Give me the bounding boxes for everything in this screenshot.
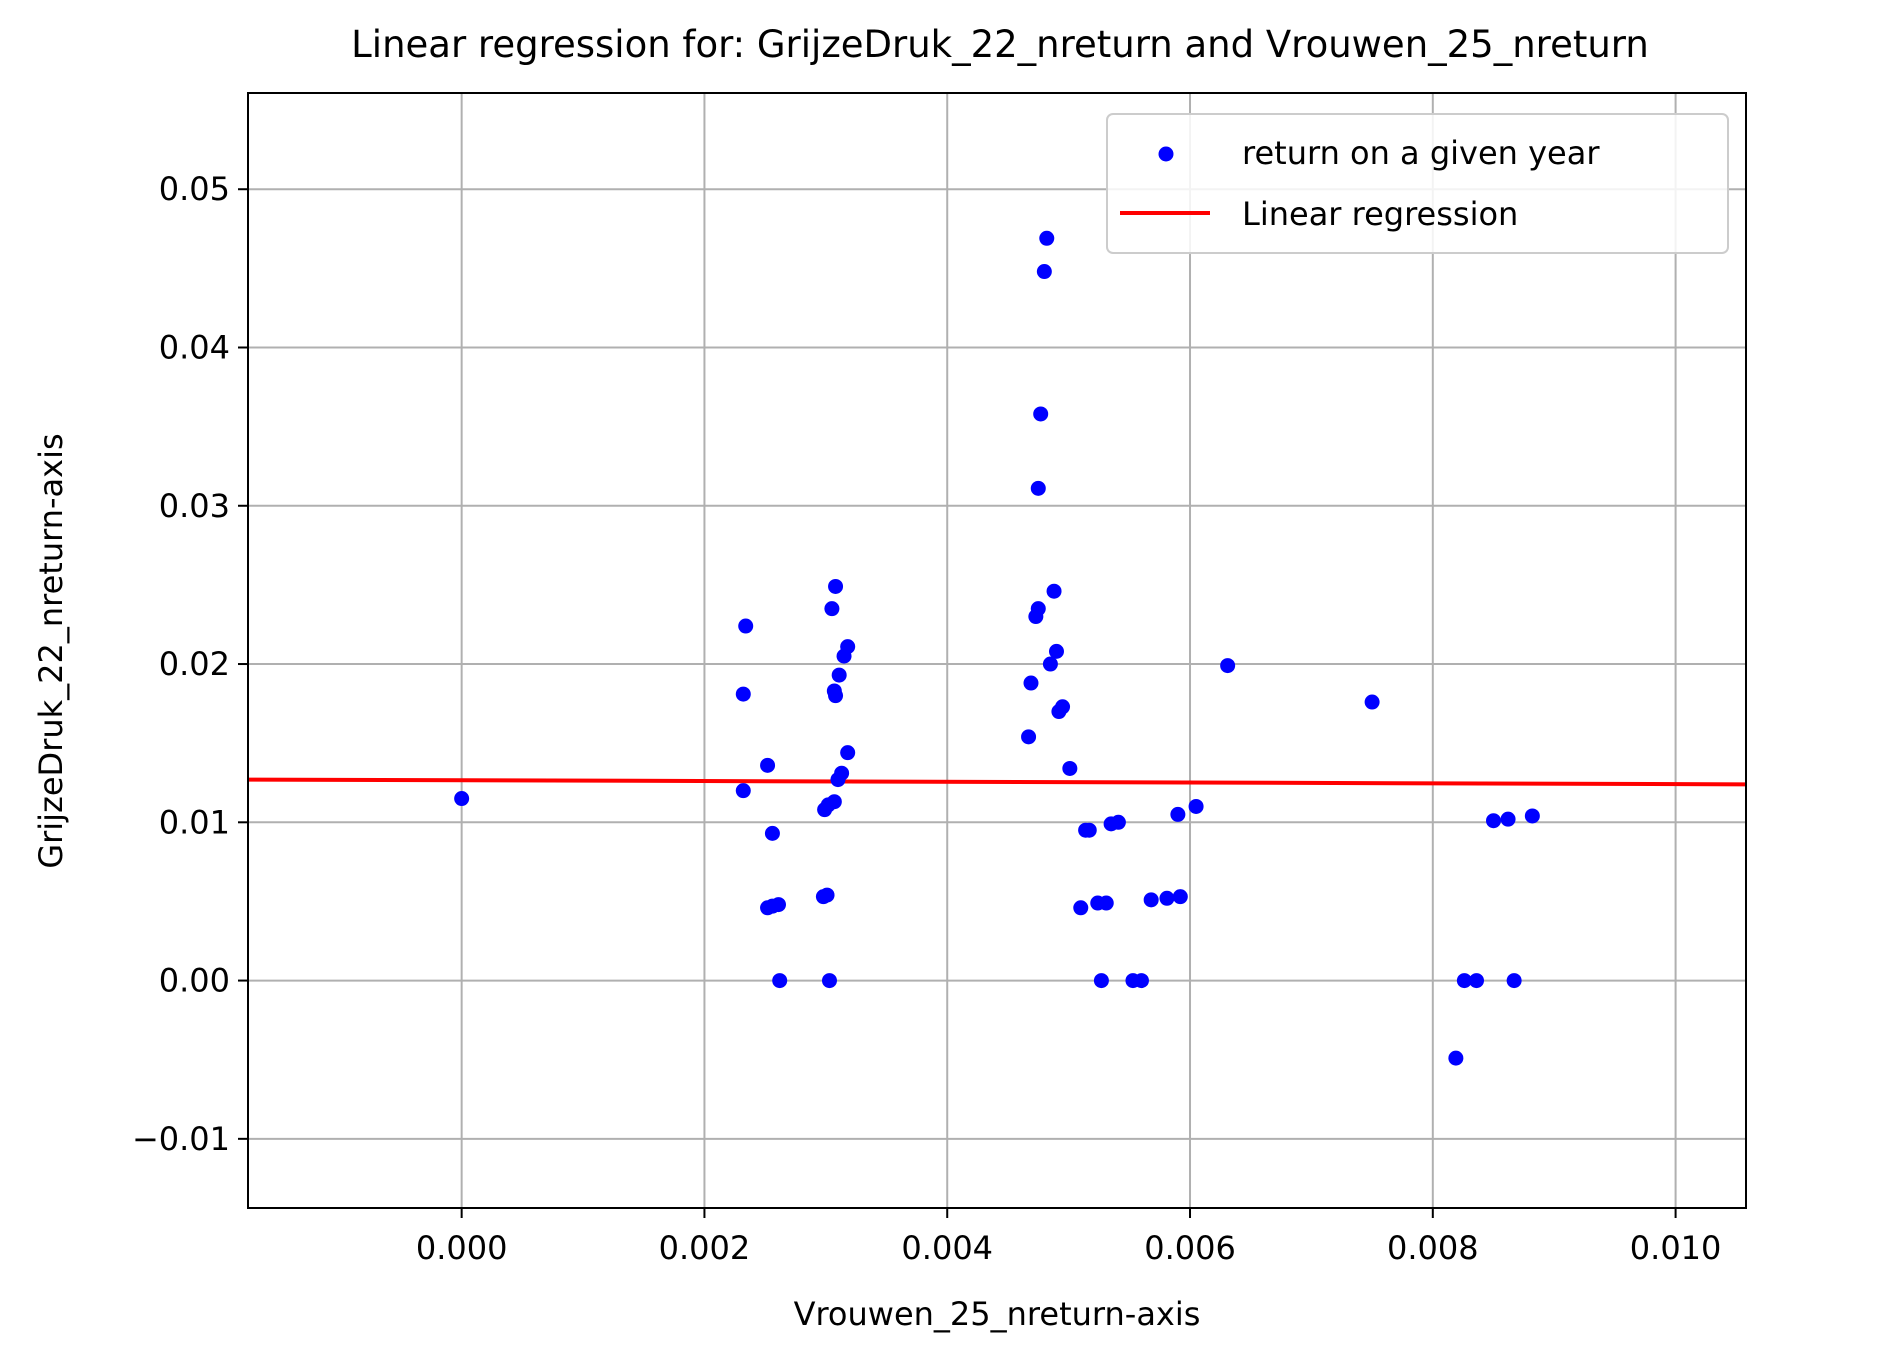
scatter-point	[1500, 811, 1516, 827]
plot-background	[248, 93, 1746, 1208]
scatter-point	[1039, 230, 1055, 246]
scatter-point	[1170, 806, 1186, 822]
scatter-point	[824, 601, 840, 617]
scatter-point	[1048, 643, 1064, 659]
plot-frame	[247, 92, 1747, 1209]
scatter-point	[840, 745, 856, 761]
scatter-points-layer	[454, 230, 1540, 1066]
scatter-point	[1469, 973, 1485, 989]
x-axis-label: Vrouwen_25_nreturn-axis	[794, 1295, 1201, 1333]
scatter-point	[1133, 973, 1149, 989]
scatter-point	[1030, 480, 1046, 496]
scatter-point	[826, 794, 842, 810]
scatter-point	[735, 783, 751, 799]
scatter-point	[1159, 890, 1175, 906]
scatter-point	[828, 578, 844, 594]
scatter-point	[1110, 814, 1126, 830]
scatter-point	[1098, 895, 1114, 911]
scatter-point	[1524, 808, 1540, 824]
scatter-point	[1042, 656, 1058, 672]
scatter-point	[840, 639, 856, 655]
x-tick-label: 0.000	[416, 1229, 508, 1267]
y-tick-label: 0.04	[159, 328, 230, 366]
y-tick-label: 0.00	[159, 962, 230, 1000]
scatter-point	[738, 618, 754, 634]
y-tick-label: 0.03	[159, 487, 230, 525]
scatter-point	[1073, 900, 1089, 916]
scatter-point	[1021, 729, 1037, 745]
x-tick-label: 0.010	[1630, 1229, 1722, 1267]
x-tick-label: 0.008	[1387, 1229, 1479, 1267]
scatter-point	[819, 887, 835, 903]
y-tick-label: 0.05	[159, 170, 230, 208]
legend-line-label: Linear regression	[1242, 195, 1518, 233]
x-axis-ticks: 0.000 0.002 0.004 0.006 0.008 0.010	[416, 1208, 1722, 1267]
scatter-point	[772, 973, 788, 989]
y-tick-label: 0.01	[159, 803, 230, 841]
scatter-point	[1023, 675, 1039, 691]
scatter-point	[1188, 798, 1204, 814]
scatter-point	[1364, 694, 1380, 710]
scatter-point	[1172, 889, 1188, 905]
scatter-point	[454, 791, 470, 807]
scatter-point	[831, 667, 847, 683]
scatter-point	[764, 825, 780, 841]
scatter-point	[1033, 406, 1049, 422]
regression-line	[247, 777, 1747, 787]
y-tick-label: −0.01	[132, 1120, 230, 1158]
gridlines	[248, 93, 1746, 1208]
scatter-point	[834, 765, 850, 781]
scatter-point	[821, 973, 837, 989]
scatter-point	[1093, 973, 1109, 989]
plot-area	[247, 92, 1747, 1209]
scatter-point	[770, 897, 786, 913]
legend-scatter-marker	[1158, 146, 1174, 162]
scatter-point	[1055, 699, 1071, 715]
scatter-point	[1081, 822, 1097, 838]
legend-scatter-label: return on a given year	[1242, 134, 1600, 172]
scatter-point	[1036, 264, 1052, 280]
regression-line-layer	[247, 777, 1747, 787]
scatter-point	[1506, 973, 1522, 989]
x-tick-label: 0.006	[1144, 1229, 1236, 1267]
x-tick-label: 0.004	[901, 1229, 993, 1267]
chart-title: Linear regression for: GrijzeDruk_22_nre…	[351, 23, 1649, 66]
legend-box	[1106, 113, 1729, 254]
scatter-point	[735, 686, 751, 702]
x-tick-label: 0.002	[659, 1229, 751, 1267]
scatter-point	[1486, 813, 1502, 829]
legend: return on a given year Linear regression	[1106, 113, 1729, 254]
y-axis-ticks: −0.01 0.00 0.01 0.02 0.03 0.04 0.05	[132, 170, 248, 1158]
scatter-point	[1143, 892, 1159, 908]
scatter-point	[760, 757, 776, 773]
y-axis-label: GrijzeDruk_22_nreturn-axis	[32, 433, 70, 868]
scatter-point	[1220, 658, 1236, 674]
scatter-point	[1046, 583, 1062, 599]
scatter-point	[1448, 1050, 1464, 1066]
scatter-point	[1062, 760, 1078, 776]
scatter-point	[826, 683, 842, 699]
scatter-point	[1030, 601, 1046, 617]
y-tick-label: 0.02	[159, 645, 230, 683]
scatter-point	[1456, 973, 1472, 989]
